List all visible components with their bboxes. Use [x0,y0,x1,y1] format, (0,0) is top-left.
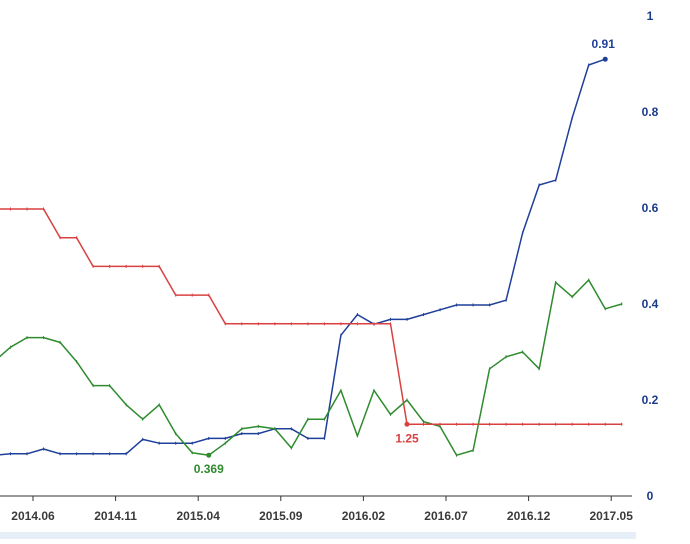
min-value-label: 1.25 [395,431,419,445]
x-tick-label: 2015.09 [259,509,303,523]
y-tick-label: 0 [647,489,654,503]
x-tick-label: 2016.12 [507,509,551,523]
x-tick-label: 2017.05 [590,509,634,523]
y-tick-label: 1 [647,9,654,23]
x-tick-label: 2016.07 [424,509,468,523]
series-line-0 [0,58,606,456]
horizontal-scrollbar[interactable] [0,532,636,539]
min-marker [404,421,410,427]
y-tick-label: 0.4 [642,297,659,311]
x-tick-label: 2016.02 [342,509,386,523]
y-tick-label: 0.6 [642,201,659,215]
end-marker [602,56,608,62]
x-tick-label: 2015.04 [177,509,221,523]
series-line-2 [0,208,622,426]
y-tick-label: 0.2 [642,393,659,407]
min-value-label: 0.369 [194,462,224,476]
x-tick-label: 2014.11 [94,509,137,523]
min-marker [206,452,212,458]
x-tick-label: 2014.06 [11,509,55,523]
end-value-label: 0.91 [592,37,616,51]
series-line-1 [0,279,623,456]
y-tick-label: 0.8 [642,105,659,119]
